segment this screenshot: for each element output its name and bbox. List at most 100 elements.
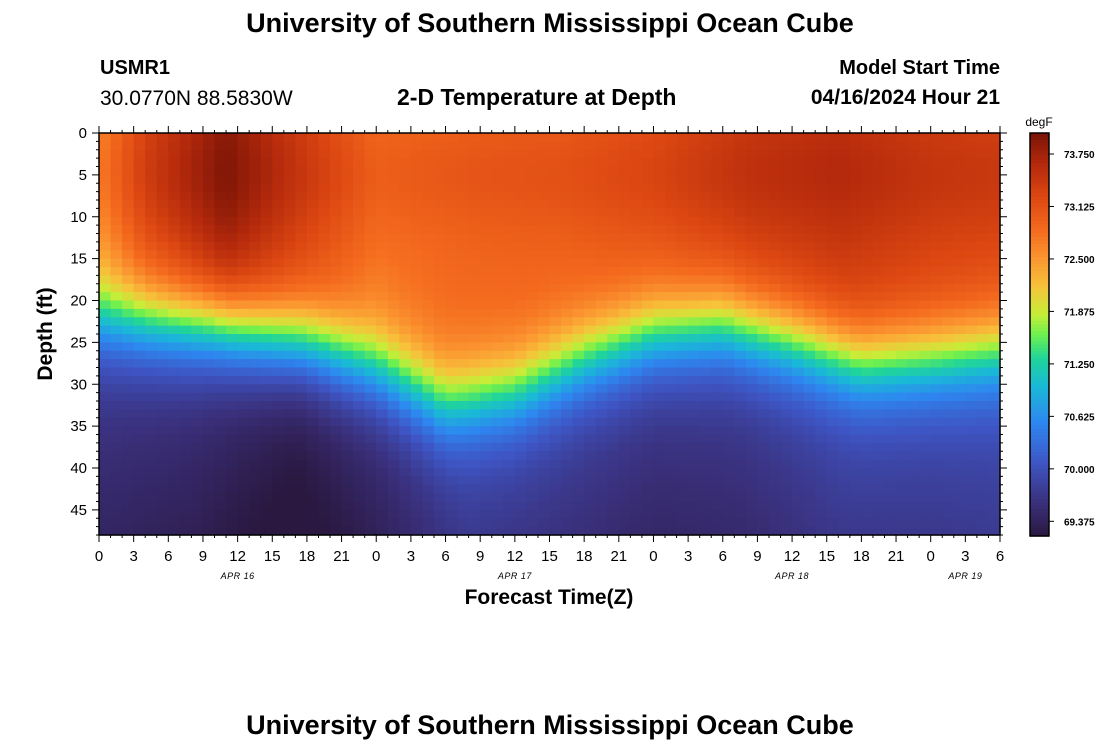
- colorbar-segment: [1030, 525, 1049, 530]
- heatmap-cell: [364, 468, 377, 477]
- heatmap-cell: [387, 241, 400, 251]
- heatmap-cell: [896, 409, 909, 419]
- heatmap-cell: [595, 451, 608, 461]
- heatmap-cell: [919, 434, 932, 444]
- heatmap-cell: [249, 292, 262, 302]
- heatmap-cell: [272, 468, 285, 477]
- colorbar-segment: [1030, 206, 1049, 211]
- heatmap-cell: [526, 401, 539, 410]
- colorbar-segment: [1030, 297, 1049, 302]
- heatmap-cell: [688, 225, 701, 235]
- heatmap-cell: [688, 267, 701, 276]
- heatmap-cell: [745, 292, 759, 302]
- heatmap-cell: [514, 401, 527, 410]
- heatmap-cell: [826, 241, 839, 251]
- heatmap-cell: [491, 283, 504, 293]
- heatmap-cell: [445, 183, 458, 193]
- heatmap-cell: [537, 409, 551, 419]
- heatmap-cell: [965, 241, 978, 251]
- heatmap-cell: [618, 468, 631, 477]
- heatmap-cell: [526, 342, 539, 352]
- heatmap-cell: [965, 518, 978, 528]
- heatmap-cell: [711, 501, 724, 511]
- heatmap-cell: [803, 367, 816, 377]
- heatmap-cell: [376, 501, 389, 511]
- heatmap-cell: [503, 308, 516, 318]
- heatmap-cell: [110, 459, 123, 469]
- heatmap-cell: [514, 509, 527, 519]
- heatmap-cell: [468, 367, 481, 377]
- heatmap-cell: [376, 401, 389, 410]
- heatmap-cell: [919, 200, 932, 209]
- colorbar-tick-label: 71.250: [1064, 360, 1095, 371]
- heatmap-cell: [214, 359, 227, 369]
- heatmap-cell: [260, 334, 273, 343]
- heatmap-cell: [491, 367, 504, 377]
- heatmap-cell: [953, 191, 966, 201]
- heatmap-cell: [607, 267, 620, 276]
- heatmap-cell: [110, 317, 123, 327]
- heatmap-cell: [618, 518, 631, 528]
- heatmap-cell: [549, 501, 562, 511]
- heatmap-cell: [410, 401, 424, 410]
- heatmap-cell: [757, 174, 770, 184]
- heatmap-cell: [387, 526, 400, 536]
- heatmap-cell: [607, 233, 620, 243]
- heatmap-cell: [156, 518, 169, 528]
- heatmap-cell: [757, 342, 770, 352]
- heatmap-cell: [757, 183, 770, 193]
- heatmap-cell: [722, 241, 735, 251]
- heatmap-cell: [537, 342, 551, 352]
- heatmap-cell: [803, 308, 816, 318]
- heatmap-cell: [306, 158, 320, 168]
- heatmap-cell: [572, 158, 585, 168]
- heatmap-cell: [653, 275, 666, 285]
- heatmap-cell: [838, 267, 851, 276]
- heatmap-cell: [849, 384, 862, 394]
- heatmap-cell: [815, 518, 828, 528]
- heatmap-cell: [838, 451, 851, 461]
- heatmap-cell: [688, 200, 701, 209]
- heatmap-cell: [376, 258, 389, 268]
- heatmap-cell: [202, 250, 216, 260]
- heatmap-cell: [595, 501, 608, 511]
- heatmap-cell: [133, 183, 146, 193]
- heatmap-cell: [156, 250, 169, 260]
- heatmap-cell: [283, 451, 296, 461]
- heatmap-cell: [272, 350, 285, 360]
- heatmap-cell: [768, 392, 782, 402]
- heatmap-cell: [353, 518, 366, 528]
- heatmap-cell: [514, 384, 527, 394]
- heatmap-cell: [953, 308, 966, 318]
- heatmap-cell: [988, 308, 1001, 318]
- heatmap-cell: [561, 417, 574, 427]
- heatmap-cell: [584, 308, 597, 318]
- heatmap-cell: [907, 451, 920, 461]
- heatmap-cell: [133, 283, 146, 293]
- heatmap-cell: [745, 409, 759, 419]
- colorbar-segment: [1030, 515, 1049, 520]
- heatmap-cell: [145, 384, 158, 394]
- heatmap-cell: [803, 208, 816, 218]
- heatmap-cell: [364, 158, 377, 168]
- heatmap-cell: [630, 401, 643, 410]
- heatmap-cell: [884, 409, 897, 419]
- x-tick-label: 15: [541, 548, 558, 565]
- colorbar-segment: [1030, 216, 1049, 221]
- heatmap-cell: [399, 401, 412, 410]
- heatmap-cell: [468, 501, 481, 511]
- heatmap-cell: [145, 275, 158, 285]
- heatmap-cell: [919, 183, 932, 193]
- heatmap-cell: [711, 225, 724, 235]
- heatmap-cell: [930, 476, 943, 486]
- heatmap-cell: [399, 174, 412, 184]
- heatmap-cell: [341, 384, 354, 394]
- heatmap-cell: [757, 392, 770, 402]
- heatmap-cell: [826, 509, 839, 519]
- heatmap-cell: [468, 451, 481, 461]
- colorbar-segment: [1030, 186, 1049, 191]
- heatmap-cell: [711, 267, 724, 276]
- heatmap-cell: [272, 308, 285, 318]
- heatmap-cell: [607, 417, 620, 427]
- heatmap-cell: [468, 191, 481, 201]
